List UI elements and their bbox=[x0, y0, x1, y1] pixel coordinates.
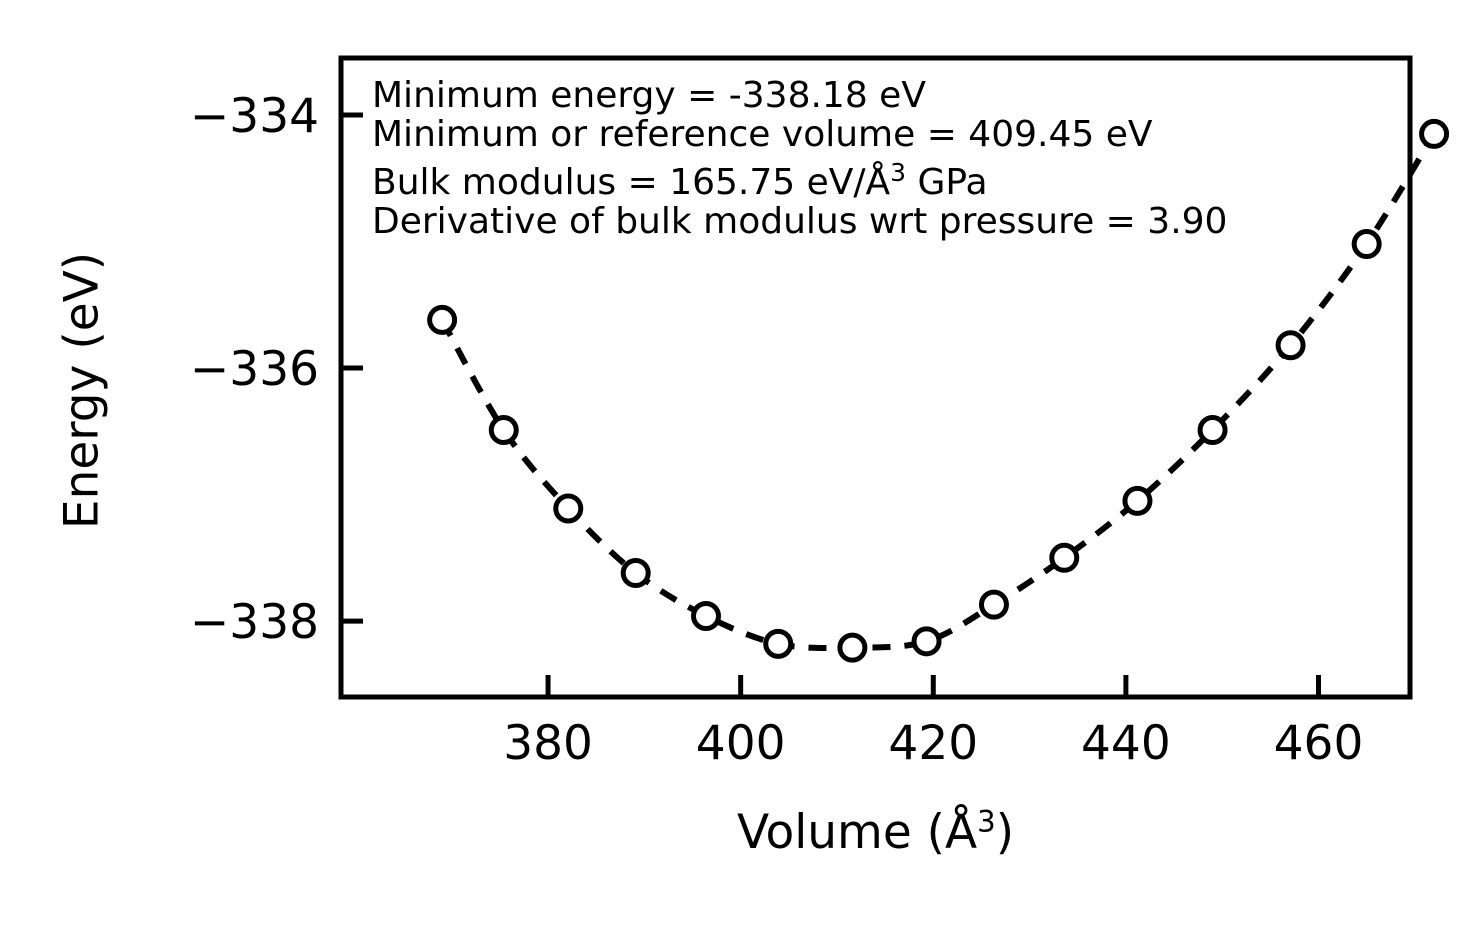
x-tick-label: 400 bbox=[696, 716, 786, 771]
data-point-marker bbox=[1122, 485, 1153, 516]
plot-frame bbox=[338, 55, 1413, 700]
x-axis-label-superscript: 3 bbox=[977, 804, 996, 839]
data-point-marker bbox=[837, 632, 868, 663]
y-axis-ticks bbox=[341, 112, 363, 624]
y-tick-label: −338 bbox=[190, 595, 319, 650]
data-point-marker bbox=[620, 557, 651, 588]
data-point-markers bbox=[427, 118, 1450, 663]
data-point-marker bbox=[427, 304, 458, 335]
x-axis-ticks bbox=[545, 675, 1322, 697]
y-tick-label: −334 bbox=[190, 89, 319, 144]
data-point-marker bbox=[978, 589, 1009, 620]
data-point-marker bbox=[1049, 542, 1080, 573]
data-point-marker bbox=[488, 415, 519, 446]
y-axis-tick-labels: −334 −336 −338 bbox=[190, 89, 319, 650]
data-point-marker bbox=[553, 493, 584, 524]
annotation-bulk-modulus-prefix: Bulk modulus = 165.75 eV/Å bbox=[372, 160, 891, 203]
annotation-bulk-modulus-suffix: GPa bbox=[906, 162, 988, 203]
data-point-marker bbox=[1419, 118, 1450, 149]
data-point-marker bbox=[763, 628, 794, 659]
data-point-marker bbox=[1197, 415, 1228, 446]
data-point-marker bbox=[691, 601, 722, 632]
data-point-marker bbox=[1275, 330, 1306, 361]
annotation-bulk-modulus: Bulk modulus = 165.75 eV/Å3 GPa bbox=[372, 158, 988, 203]
data-point-marker bbox=[911, 626, 942, 657]
y-axis-label-text: Energy (eV) bbox=[54, 251, 110, 530]
x-axis-label: Volume (Å3) bbox=[341, 805, 1410, 860]
x-axis-label-prefix: Volume (Å bbox=[736, 805, 978, 860]
annotation-bulk-modulus-derivative: Derivative of bulk modulus wrt pressure … bbox=[372, 201, 1227, 242]
x-axis-tick-labels: 380 400 420 440 460 bbox=[503, 716, 1363, 771]
x-tick-label: 380 bbox=[503, 716, 593, 771]
x-axis-label-suffix: ) bbox=[995, 805, 1015, 860]
x-tick-label: 460 bbox=[1274, 716, 1364, 771]
annotation-min-volume: Minimum or reference volume = 409.45 eV bbox=[372, 114, 1153, 155]
x-tick-label: 440 bbox=[1081, 716, 1171, 771]
data-point-marker bbox=[1351, 229, 1382, 260]
y-axis-label: Energy (eV) bbox=[55, 191, 110, 591]
y-tick-label: −336 bbox=[190, 342, 319, 397]
annotation-min-energy: Minimum energy = -338.18 eV bbox=[372, 75, 926, 116]
x-tick-label: 420 bbox=[888, 716, 978, 771]
fit-results-annotation: Minimum energy = -338.18 eV Minimum or r… bbox=[372, 75, 1227, 242]
annotation-bulk-modulus-superscript: 3 bbox=[890, 158, 906, 187]
